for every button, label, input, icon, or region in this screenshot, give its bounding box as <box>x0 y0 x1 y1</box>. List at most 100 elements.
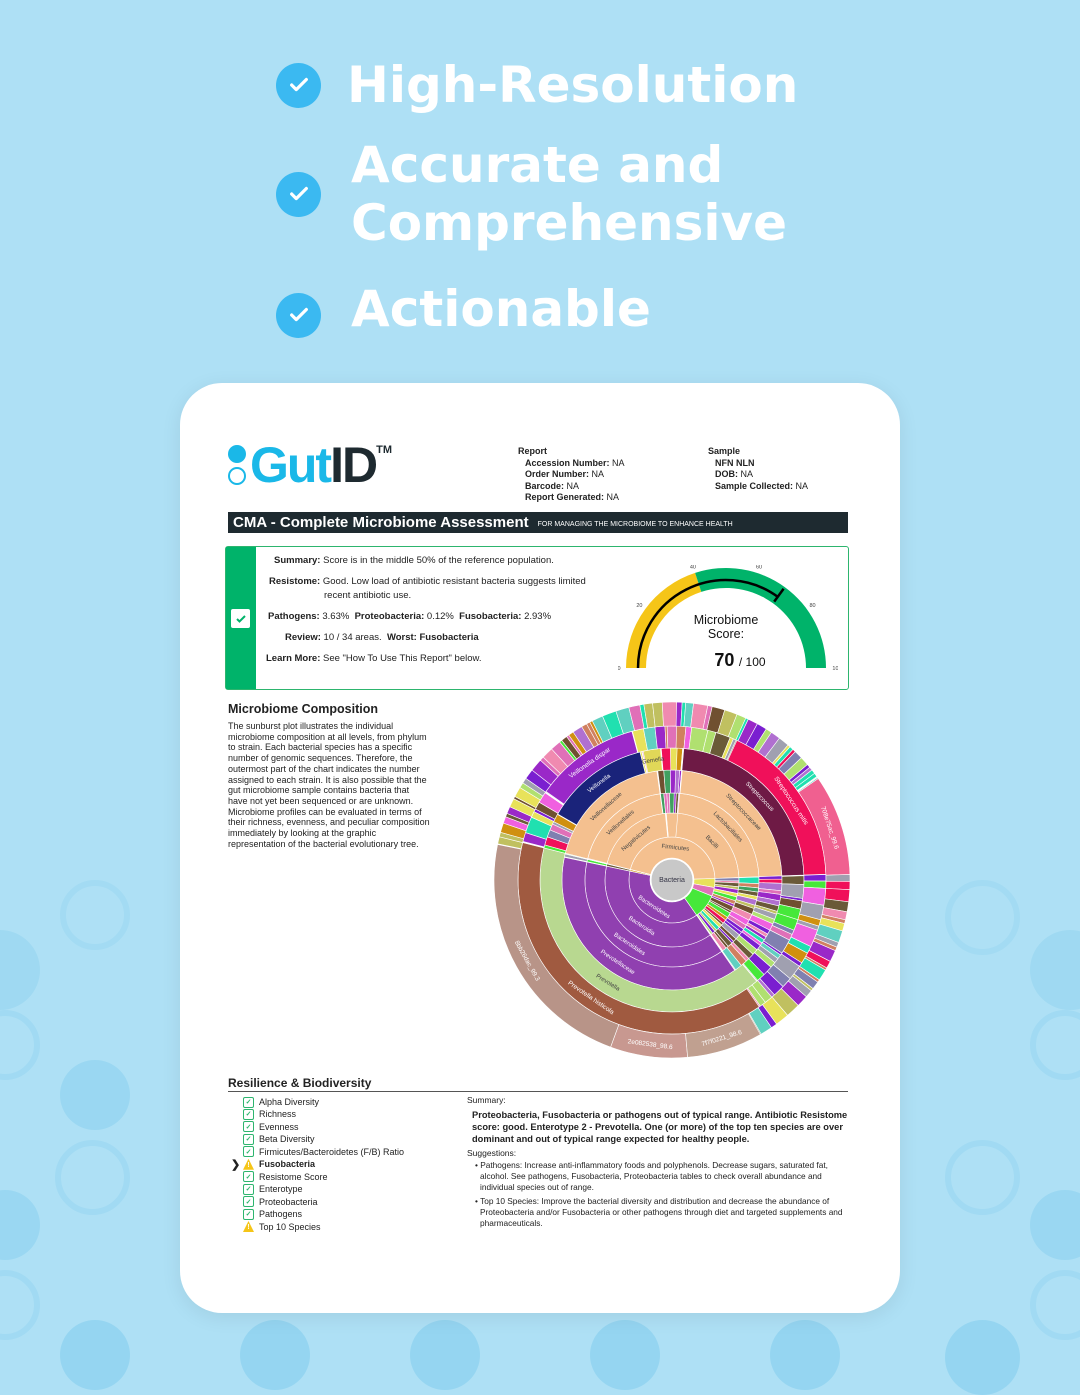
resilience-item[interactable]: ✓ Firmicutes/Bacteroidetes (F/B) Ratio <box>243 1146 404 1158</box>
sunburst-minor-segment[interactable] <box>758 875 783 880</box>
barcode-field: Barcode: NA <box>525 480 580 491</box>
deco-circle <box>770 1320 840 1390</box>
deco-circle <box>590 1320 660 1390</box>
check-icon: ✓ <box>243 1133 254 1145</box>
sunburst-minor-segment[interactable] <box>661 701 678 727</box>
sunburst-minor-segment[interactable] <box>669 769 677 794</box>
summary-line: Summary: Score is in the middle 50% of t… <box>274 555 554 566</box>
sample-heading: Sample <box>708 446 741 456</box>
item-label: Beta Diversity <box>259 1134 315 1145</box>
deco-circle <box>55 1140 130 1215</box>
sunburst-minor-segment[interactable] <box>748 1012 762 1035</box>
deco-circle <box>0 1270 40 1340</box>
sunburst-minor-segment[interactable] <box>781 875 805 885</box>
score-value: 70 <box>714 650 735 670</box>
gauge-tick-label: 80 <box>810 603 816 609</box>
deco-circle <box>0 930 40 1010</box>
item-label: Resistome Score <box>259 1171 328 1182</box>
deco-circle <box>60 1320 130 1390</box>
resilience-item[interactable]: ❯! Fusobacteria <box>231 1158 316 1171</box>
item-label: Fusobacteria <box>259 1159 316 1170</box>
resilience-item[interactable]: ✓ Evenness <box>243 1121 299 1133</box>
sunburst-minor-segment[interactable] <box>721 950 736 971</box>
warning-icon: ! <box>243 1221 254 1232</box>
check-icon: ✓ <box>243 1108 254 1120</box>
gauge-tick-label: 20 <box>636 603 642 609</box>
report-banner: CMA - Complete Microbiome Assessment FOR… <box>228 512 848 533</box>
headline-text: High-Resolution <box>347 56 799 114</box>
item-label: Top 10 Species <box>259 1221 321 1232</box>
resilience-item[interactable]: ✓ Resistome Score <box>243 1171 328 1183</box>
sunburst-label: Firmicutes <box>661 844 689 853</box>
gutid-logo: Gut ID TM <box>228 437 392 493</box>
item-label: Evenness <box>259 1121 299 1132</box>
gauge-tick-label: 60 <box>756 565 762 570</box>
logo-text-gut: Gut <box>250 437 332 493</box>
review-line: Review: 10 / 34 areas. Worst: Fusobacter… <box>285 632 479 643</box>
composition-heading: Microbiome Composition <box>228 702 378 716</box>
deco-circle <box>945 1140 1020 1215</box>
sunburst-minor-segment[interactable] <box>670 747 678 771</box>
sunburst-chart[interactable]: BacteriaFirmicutesBacteroidetesNegativic… <box>490 698 854 1062</box>
check-circle-icon <box>276 171 321 217</box>
sunburst-minor-segment[interactable] <box>666 725 677 749</box>
score-gauge: 0 20 40 60 80 100 <box>618 565 838 672</box>
banner-title: CMA - Complete Microbiome Assessment <box>233 514 529 531</box>
resilience-item[interactable]: ! Top 10 Species <box>243 1221 321 1233</box>
resistome-line-2: recent antibiotic use. <box>324 590 412 601</box>
sample-info: Sample NFN NLN DOB: NA Sample Collected:… <box>708 446 808 492</box>
sample-name: NFN NLN <box>715 457 755 468</box>
sample-collected-field: Sample Collected: NA <box>715 480 809 491</box>
gauge-title: Microbiome Score: <box>693 613 759 641</box>
headline-high-resolution: High-Resolution <box>276 56 798 114</box>
item-label: Alpha Diversity <box>259 1097 320 1107</box>
banner-subtitle: FOR MANAGING THE MICROBIOME TO ENHANCE H… <box>537 520 733 528</box>
learn-more-line: Learn More: See "How To Use This Report"… <box>266 653 482 664</box>
check-icon: ✓ <box>243 1171 254 1183</box>
gauge-score: 70 / 100 <box>680 650 800 671</box>
deco-circle <box>240 1320 310 1390</box>
summary-box <box>225 546 849 690</box>
resilience-heading: Resilience & Biodiversity <box>228 1076 372 1090</box>
headline-actionable: Actionable <box>276 280 651 338</box>
suggestion-item: • Top 10 Species: Improve the bacterial … <box>475 1196 843 1228</box>
sunburst-minor-segment[interactable] <box>797 777 819 793</box>
resilience-item[interactable]: ✓ Alpha Diversity <box>243 1096 319 1108</box>
logo-dots-icon <box>228 445 246 485</box>
sunburst-minor-segment[interactable] <box>803 874 827 882</box>
deco-circle <box>410 1320 480 1390</box>
sunburst-minor-segment[interactable] <box>669 792 675 814</box>
resilience-item[interactable]: ✓ Proteobacteria <box>243 1196 318 1208</box>
sunburst-root[interactable] <box>650 858 694 902</box>
headline-text: Actionable <box>351 280 651 338</box>
sunburst-segment[interactable] <box>610 1024 688 1059</box>
sunburst-label: Gemella <box>642 756 666 766</box>
sunburst-segment[interactable] <box>685 1013 762 1058</box>
deco-circle <box>0 1190 40 1260</box>
item-label: Pathogens <box>259 1209 303 1220</box>
sunburst-segment[interactable] <box>493 844 620 1048</box>
divider <box>228 1091 848 1092</box>
sunburst-minor-segment[interactable] <box>825 874 851 882</box>
deco-circle <box>0 1010 40 1080</box>
check-icon: ✓ <box>243 1208 254 1220</box>
resilience-item[interactable]: ✓ Enterotype <box>243 1183 303 1195</box>
deco-circle <box>1030 1010 1080 1080</box>
accession-field: Accession Number: NA <box>525 457 625 468</box>
item-label: Proteobacteria <box>259 1196 318 1207</box>
resilience-summary: Summary: Proteobacteria, Fusobacteria or… <box>467 1095 857 1229</box>
resilience-item[interactable]: ✓ Richness <box>243 1108 296 1120</box>
composition-description: The sunburst plot illustrates the indivi… <box>228 721 430 849</box>
item-label: Enterotype <box>259 1184 303 1195</box>
resilience-item[interactable]: ✓ Pathogens <box>243 1208 302 1220</box>
deco-circle <box>1030 1190 1080 1260</box>
sunburst-minor-segment[interactable] <box>564 852 588 860</box>
score-max: / 100 <box>738 655 766 669</box>
check-circle-icon <box>276 292 321 338</box>
sunburst-label-root: Bacteria <box>659 877 685 884</box>
check-icon <box>231 609 250 628</box>
suggestions-label: Suggestions: <box>467 1148 517 1158</box>
learn-more-link[interactable]: See "How To Use This Report" below. <box>323 653 482 664</box>
check-icon: ✓ <box>243 1146 254 1158</box>
resilience-item[interactable]: ✓ Beta Diversity <box>243 1133 315 1145</box>
